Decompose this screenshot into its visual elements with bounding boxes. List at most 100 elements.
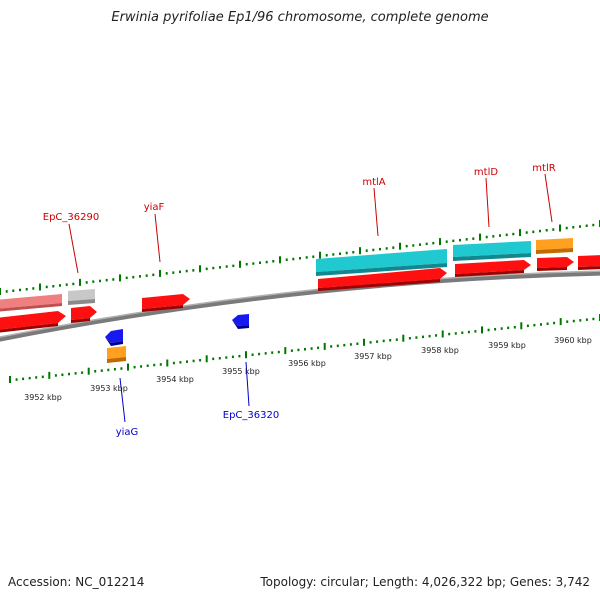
major-tick: [79, 278, 81, 286]
gene-orange-yiag[interactable]: [107, 346, 126, 363]
major-tick: [441, 330, 444, 338]
cds-red-mtla[interactable]: [318, 268, 447, 291]
minor-tick: [572, 319, 575, 323]
minor-tick: [310, 347, 313, 350]
minor-tick: [252, 262, 255, 265]
minor-tick: [35, 376, 38, 379]
cds-red-right-edge[interactable]: [578, 255, 600, 270]
cds-red-yiaf[interactable]: [142, 294, 190, 312]
major-tick: [323, 342, 326, 350]
label-yiag[interactable]: yiaG: [116, 427, 139, 438]
minor-tick: [59, 284, 61, 287]
minor-tick: [107, 368, 110, 372]
minor-tick: [356, 342, 359, 345]
gene-gray-epc-36290[interactable]: [68, 289, 95, 305]
minor-tick: [192, 359, 195, 363]
minor-tick: [585, 318, 588, 321]
minor-tick: [68, 372, 70, 376]
major-tick: [439, 238, 441, 246]
minor-tick: [165, 272, 168, 275]
label-yiaf[interactable]: yiaF: [144, 202, 165, 213]
minor-tick: [140, 365, 143, 368]
minor-tick: [376, 340, 379, 343]
minor-tick: [317, 346, 320, 350]
minor-tick: [579, 225, 581, 228]
minor-tick: [448, 332, 451, 336]
minor-tick: [132, 275, 135, 279]
minor-tick: [272, 260, 275, 263]
minor-tick: [133, 365, 136, 369]
minor-tick: [343, 343, 346, 347]
map-title: Erwinia pyrifoliae Ep1/96 chromosome, co…: [111, 10, 489, 25]
minor-tick: [290, 349, 293, 352]
upper-scale-label: 3958 kbp: [421, 346, 459, 355]
minor-tick: [422, 335, 424, 339]
minor-tick: [345, 251, 348, 255]
gene-pink-left[interactable]: [0, 294, 62, 312]
minor-tick: [465, 238, 468, 241]
minor-tick: [419, 243, 421, 246]
major-tick: [402, 334, 405, 342]
cds-red-mtld[interactable]: [455, 260, 531, 277]
lower-scale-ruler: [9, 314, 600, 383]
minor-tick: [445, 240, 448, 243]
upper-scale-ruler: [0, 220, 600, 295]
minor-tick: [512, 232, 515, 236]
lower-scale-label: 3952 kbp: [24, 393, 62, 402]
label-mtld[interactable]: mtlD: [474, 167, 498, 178]
cds-blue-epc-36320[interactable]: [232, 314, 249, 329]
minor-tick: [19, 288, 21, 292]
label-epc-36320[interactable]: EpC_36320: [223, 410, 279, 421]
minor-tick: [304, 348, 306, 351]
minor-tick: [435, 334, 438, 337]
minor-tick: [212, 357, 215, 361]
minor-tick: [231, 355, 234, 359]
minor-tick: [12, 289, 15, 292]
major-tick: [479, 233, 481, 241]
minor-tick: [339, 252, 341, 255]
major-tick: [245, 351, 247, 359]
minor-tick: [271, 351, 274, 354]
minor-tick: [532, 230, 535, 234]
major-tick: [166, 359, 169, 367]
minor-tick: [585, 224, 588, 227]
minor-tick: [264, 352, 267, 355]
label-mtlr[interactable]: mtlR: [532, 163, 555, 174]
cds-red-mtlr[interactable]: [537, 257, 574, 271]
gene-cyan-mtla[interactable]: [316, 249, 447, 276]
label-epc-36290[interactable]: EpC_36290: [43, 212, 99, 223]
cds-blue-yiag[interactable]: [105, 329, 123, 346]
gene-cyan-mtld[interactable]: [453, 241, 531, 261]
minor-tick: [146, 364, 149, 367]
minor-tick: [28, 376, 31, 380]
minor-tick: [500, 327, 503, 330]
minor-tick: [405, 244, 408, 248]
major-tick: [481, 326, 483, 334]
gene-orange-mtlr[interactable]: [536, 238, 573, 254]
minor-tick: [99, 279, 101, 283]
minor-tick: [408, 337, 411, 340]
minor-tick: [459, 238, 461, 242]
label-mtla[interactable]: mtlA: [362, 177, 385, 188]
minor-tick: [179, 270, 181, 274]
minor-tick: [5, 290, 8, 293]
minor-tick: [145, 274, 148, 277]
cds-red-left[interactable]: [0, 311, 66, 333]
minor-tick: [467, 330, 470, 334]
minor-tick: [94, 370, 97, 373]
minor-tick: [389, 339, 392, 342]
cds-red-small[interactable]: [71, 306, 97, 323]
major-tick: [119, 274, 121, 282]
minor-tick: [330, 345, 333, 348]
minor-tick: [472, 237, 475, 240]
major-tick: [87, 367, 90, 375]
minor-tick: [52, 285, 55, 288]
minor-tick: [218, 357, 221, 360]
minor-tick: [546, 322, 549, 325]
minor-tick: [105, 278, 108, 282]
gene-leader-lines: [68, 173, 553, 423]
minor-tick: [565, 226, 568, 230]
major-tick: [519, 229, 521, 237]
minor-tick: [265, 260, 268, 264]
